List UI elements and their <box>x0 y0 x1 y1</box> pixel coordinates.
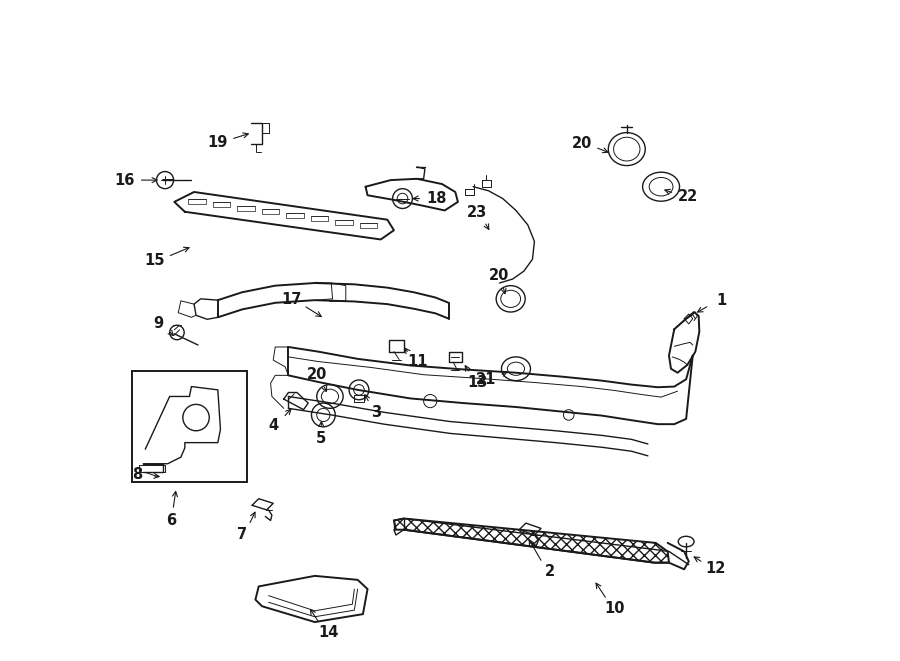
Text: 14: 14 <box>318 625 338 641</box>
Bar <box>286 213 304 218</box>
Text: 17: 17 <box>281 292 302 307</box>
Text: 5: 5 <box>316 431 327 446</box>
Bar <box>335 219 353 225</box>
Text: 15: 15 <box>144 253 165 268</box>
Text: 8: 8 <box>132 467 142 482</box>
Text: 2: 2 <box>544 564 554 579</box>
Text: 22: 22 <box>678 189 698 204</box>
Text: 11: 11 <box>408 354 428 369</box>
Text: 20: 20 <box>308 368 328 383</box>
Text: 6: 6 <box>166 513 176 528</box>
Bar <box>188 199 206 204</box>
Text: 13: 13 <box>467 375 487 390</box>
Bar <box>360 223 377 229</box>
Text: 18: 18 <box>427 191 447 206</box>
Text: 20: 20 <box>489 268 509 283</box>
Text: 20: 20 <box>572 136 592 151</box>
Text: 7: 7 <box>238 527 248 542</box>
Bar <box>212 202 230 207</box>
Text: 23: 23 <box>467 205 487 220</box>
Polygon shape <box>394 518 669 563</box>
Text: 21: 21 <box>476 372 497 387</box>
Text: 16: 16 <box>114 173 134 188</box>
Bar <box>237 206 255 211</box>
Text: 9: 9 <box>153 315 163 330</box>
Text: 12: 12 <box>706 561 725 576</box>
Polygon shape <box>256 576 367 622</box>
Text: 10: 10 <box>605 601 626 616</box>
Text: 3: 3 <box>372 405 382 420</box>
Bar <box>310 216 328 221</box>
Text: 19: 19 <box>207 135 228 150</box>
Bar <box>132 371 248 483</box>
Text: 1: 1 <box>716 293 727 308</box>
Text: 4: 4 <box>268 418 278 433</box>
Bar <box>262 209 280 214</box>
